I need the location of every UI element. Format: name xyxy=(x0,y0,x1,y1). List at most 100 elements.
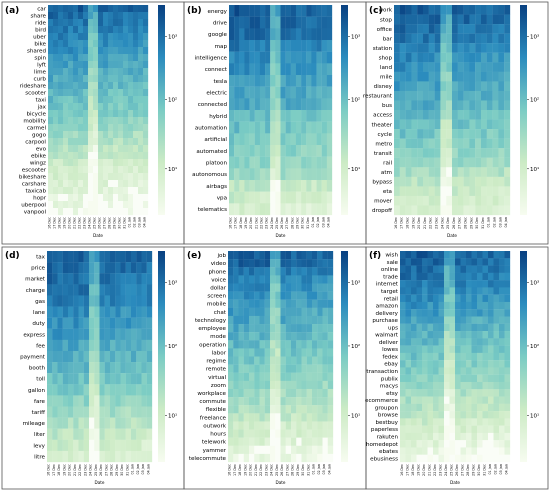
heatmap-cell xyxy=(285,437,292,446)
heatmap-cell xyxy=(239,191,245,204)
heatmap-cell xyxy=(115,339,121,352)
heatmap-cell xyxy=(423,5,429,15)
heatmap-cell xyxy=(438,425,445,434)
heatmap-cell xyxy=(123,61,129,69)
x-tick-label: 16 Dec xyxy=(48,217,52,229)
heatmap-cell xyxy=(291,307,297,317)
heatmap-cell xyxy=(492,71,499,82)
heatmap-cell xyxy=(411,323,417,332)
heatmap-cell xyxy=(400,360,406,368)
heatmap-cell xyxy=(58,152,64,160)
heatmap-cell xyxy=(270,28,276,41)
heatmap-cell xyxy=(280,421,286,430)
heatmap-cell xyxy=(94,251,100,263)
heatmap-cell xyxy=(504,352,511,361)
x-tick-label: 24 Dec xyxy=(270,464,274,476)
heatmap-cell xyxy=(118,26,124,34)
heatmap-cell xyxy=(83,82,89,90)
heatmap-cell xyxy=(83,251,90,263)
heatmap-cell xyxy=(136,384,142,396)
heatmap-cell xyxy=(416,265,423,273)
heatmap-cell xyxy=(239,16,245,29)
heatmap-cell xyxy=(47,439,53,452)
heatmap-cell xyxy=(249,5,255,17)
heatmap-cell xyxy=(243,380,250,390)
heatmap-cell xyxy=(93,54,99,62)
row-label: sale xyxy=(387,260,399,266)
x-tick-label: 16 Dec xyxy=(228,464,232,476)
heatmap-cell xyxy=(270,156,276,169)
heatmap-cell xyxy=(285,283,292,292)
heatmap-cell xyxy=(265,28,271,41)
heatmap-cell xyxy=(306,121,312,134)
row-label: carpool xyxy=(25,139,46,145)
heatmap-cell xyxy=(118,187,124,195)
heatmap-cell xyxy=(400,447,406,455)
heatmap-cell xyxy=(306,251,313,260)
heatmap-cell xyxy=(68,180,74,188)
heatmap-cell xyxy=(94,439,100,452)
heatmap-cell xyxy=(275,259,281,268)
heatmap-cell xyxy=(275,437,281,446)
heatmap-cell xyxy=(295,5,302,17)
heatmap-cell xyxy=(228,299,234,308)
heatmap-cell xyxy=(306,86,312,99)
heatmap-cell xyxy=(416,316,423,324)
heatmap-cell xyxy=(53,40,59,48)
heatmap-cell xyxy=(416,287,423,295)
heatmap-cell xyxy=(238,251,244,260)
heatmap-cell xyxy=(47,350,53,363)
heatmap-cell xyxy=(466,294,472,303)
heatmap-cell xyxy=(233,437,239,446)
heatmap-cell xyxy=(416,447,423,455)
heatmap-cell xyxy=(136,284,142,296)
heatmap-cell xyxy=(488,323,494,332)
heatmap-cell xyxy=(83,406,90,418)
heatmap-cell xyxy=(423,157,429,168)
heatmap-cell xyxy=(422,411,428,419)
heatmap-cell xyxy=(133,131,139,139)
heatmap-cell xyxy=(113,117,119,125)
row-label: zoom xyxy=(211,383,226,389)
heatmap-cell xyxy=(504,24,511,34)
heatmap-cell xyxy=(228,380,234,390)
heatmap-cell xyxy=(416,323,423,332)
heatmap-cell xyxy=(108,33,114,41)
heatmap-cell xyxy=(285,145,291,157)
heatmap-cell xyxy=(53,75,59,83)
heatmap-cell xyxy=(291,340,297,349)
heatmap-cell xyxy=(285,5,291,17)
heatmap-cell xyxy=(138,117,144,125)
heatmap-cell xyxy=(138,33,144,41)
heatmap-cell xyxy=(306,283,313,292)
heatmap-cell xyxy=(270,388,276,398)
row-label: toll xyxy=(36,377,45,383)
heatmap-cell xyxy=(68,117,74,125)
heatmap-cell xyxy=(411,62,418,72)
heatmap-cell xyxy=(460,331,467,339)
heatmap-cell xyxy=(469,205,476,216)
heatmap-cell xyxy=(455,447,461,455)
heatmap-cell xyxy=(427,280,434,288)
heatmap-cell xyxy=(265,168,271,181)
heatmap-cell xyxy=(469,186,476,197)
row-label: express xyxy=(23,332,45,338)
heatmap-cell xyxy=(322,324,328,333)
heatmap-cell xyxy=(52,417,58,429)
heatmap-cell xyxy=(440,195,447,206)
heatmap-cell xyxy=(264,453,271,463)
heatmap-cell xyxy=(460,352,467,361)
heatmap-cell xyxy=(98,40,104,48)
heatmap-cell xyxy=(108,96,114,104)
heatmap-cell xyxy=(296,299,302,308)
heatmap-cell xyxy=(229,203,235,216)
heatmap-cell xyxy=(259,364,265,373)
heatmap-cell xyxy=(327,445,334,455)
heatmap-cell xyxy=(285,405,292,414)
heatmap-cell xyxy=(312,324,318,333)
x-tick-label: 04 Jan xyxy=(143,217,147,228)
heatmap-cell xyxy=(83,328,90,340)
heatmap-cell xyxy=(316,191,322,204)
heatmap-cell xyxy=(123,131,129,139)
heatmap-cell xyxy=(238,356,244,365)
